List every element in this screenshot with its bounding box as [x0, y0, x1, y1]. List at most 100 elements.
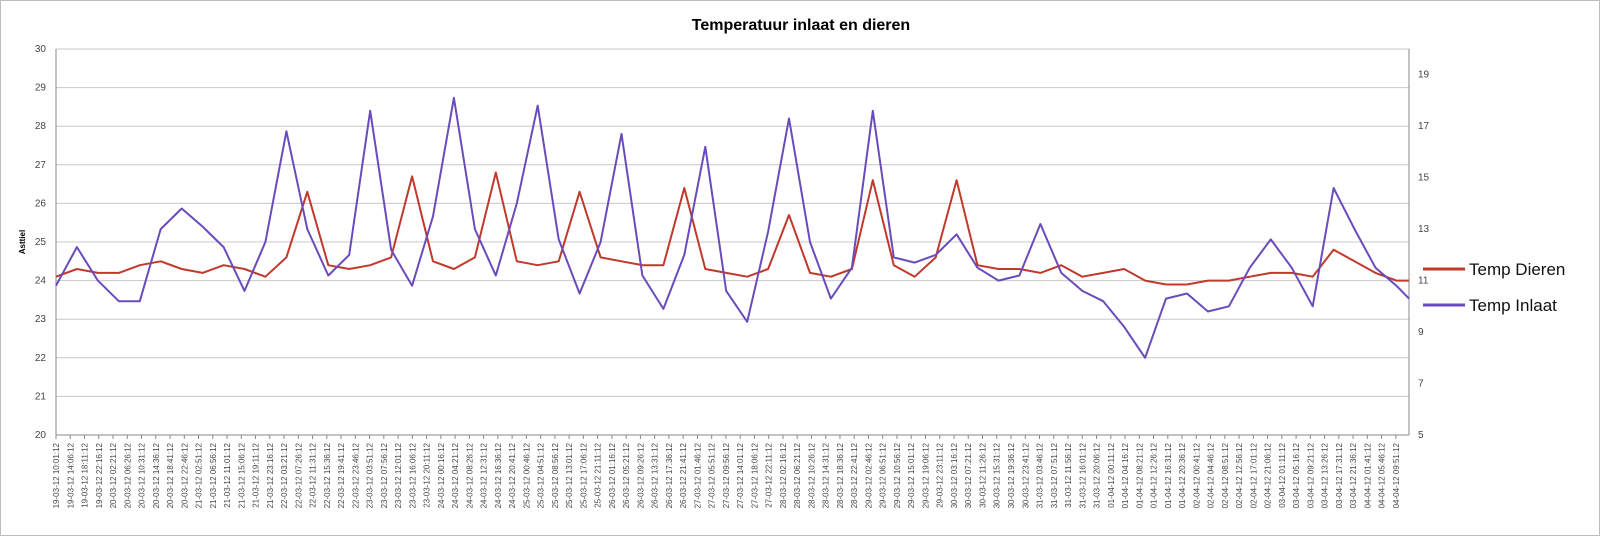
x-tick-label-91: 03-04-12 21:36:12 [1349, 442, 1358, 508]
y-left-tick-label-5: 25 [35, 237, 47, 248]
x-tick-label-21: 22-03-12 23:46:12 [351, 442, 360, 508]
x-tick-label-57: 29-03-12 02:46:12 [864, 442, 873, 508]
y-left-tick-label-0: 20 [35, 430, 47, 441]
x-tick-label-18: 22-03-12 11:31:12 [309, 442, 318, 507]
x-tick-label-52: 28-03-12 06:21:12 [793, 442, 802, 508]
x-tick-label-50: 27-03-12 22:11:12 [765, 442, 774, 507]
y-left-tick-label-3: 23 [35, 314, 47, 325]
x-tick-label-51: 28-03-12 02:16:12 [779, 442, 788, 508]
x-tick-label-64: 30-03-12 07:21:12 [964, 442, 973, 508]
x-tick-label-5: 20-03-12 06:26:12 [123, 442, 132, 508]
x-tick-label-24: 23-03-12 12:01:12 [394, 442, 403, 508]
x-tick-label-93: 04-04-12 05:46:12 [1378, 442, 1387, 508]
x-tick-label-72: 31-03-12 16:01:12 [1078, 442, 1087, 508]
x-tick-label-6: 20-03-12 10:31:12 [138, 442, 147, 508]
x-tick-label-61: 29-03-12 19:06:12 [921, 442, 930, 508]
x-tick-label-22: 23-03-12 03:51:12 [366, 442, 375, 508]
x-tick-label-36: 25-03-12 13:01:12 [565, 442, 574, 508]
x-tick-label-19: 22-03-12 15:36:12 [323, 442, 332, 508]
x-tick-label-60: 29-03-12 15:01:12 [907, 442, 916, 508]
y-left-tick-label-9: 29 [35, 83, 47, 94]
x-tick-label-23: 23-03-12 07:56:12 [380, 442, 389, 508]
x-tick-label-87: 03-04-12 05:16:12 [1292, 442, 1301, 508]
x-tick-label-89: 03-04-12 13:26:12 [1321, 442, 1330, 508]
x-tick-label-88: 03-04-12 09:21:12 [1306, 442, 1315, 508]
x-tick-label-39: 26-03-12 01:16:12 [608, 442, 617, 508]
x-tick-label-29: 24-03-12 08:26:12 [465, 442, 474, 508]
x-tick-label-82: 02-04-12 08:51:12 [1221, 442, 1230, 508]
x-tick-label-9: 20-03-12 22:46:12 [180, 442, 189, 508]
x-tick-label-78: 01-04-12 16:31:12 [1164, 442, 1173, 508]
x-tick-label-45: 27-03-12 01:46:12 [693, 442, 702, 508]
series-line-0 [55, 171, 1409, 286]
x-tick-label-81: 02-04-12 04:46:12 [1207, 442, 1216, 508]
x-tick-label-56: 28-03-12 22:41:12 [850, 442, 859, 508]
x-tick-label-70: 31-03-12 07:51:12 [1050, 442, 1059, 508]
chart-title: Temperatuur inlaat en dieren [692, 17, 910, 34]
x-tick-label-11: 21-03-12 06:56:12 [209, 442, 218, 508]
y-right-tick-label-1: 7 [1418, 379, 1424, 390]
x-tick-label-17: 22-03-12 07:26:12 [294, 442, 303, 508]
y-axis-right-ticks: 5 7 9 11 13 15 17 19 [1418, 70, 1430, 441]
x-tick-label-66: 30-03-12 15:31:12 [993, 442, 1002, 508]
x-tick-label-84: 02-04-12 17:01:12 [1249, 442, 1258, 508]
x-tick-label-15: 21-03-12 23:16:12 [266, 442, 275, 508]
x-tick-label-40: 26-03-12 05:21:12 [622, 442, 631, 508]
x-tick-label-13: 21-03-12 15:06:12 [237, 442, 246, 508]
y-left-tick-label-10: 30 [35, 44, 47, 55]
x-tick-label-54: 28-03-12 14:31:12 [822, 442, 831, 508]
legend-label-0: Temp Dieren [1469, 260, 1565, 279]
y-left-tick-label-4: 24 [35, 276, 47, 287]
x-tick-label-62: 29-03-12 23:11:12 [936, 442, 945, 507]
legend: Temp Dieren Temp Inlaat [1423, 260, 1565, 315]
y-left-tick-label-6: 26 [35, 198, 47, 209]
x-tick-label-63: 30-03-12 03:16:12 [950, 442, 959, 508]
x-tick-label-86: 03-04-12 01:11:12 [1278, 442, 1287, 507]
x-tick-label-76: 01-04-12 08:21:12 [1135, 442, 1144, 508]
y-left-tick-label-8: 28 [35, 121, 47, 132]
x-tick-label-1: 19-03-12 14:06:12 [66, 442, 75, 508]
x-tick-label-20: 22-03-12 19:41:12 [337, 442, 346, 508]
x-tick-label-73: 31-03-12 20:06:12 [1093, 442, 1102, 508]
x-tick-label-3: 19-03-12 22:16:12 [95, 442, 104, 508]
x-tick-label-92: 04-04-12 01:41:12 [1363, 442, 1372, 508]
x-tick-label-10: 21-03-12 02:51:12 [195, 442, 204, 508]
x-tick-label-47: 27-03-12 09:56:12 [722, 442, 731, 508]
x-tick-label-0: 19-03-12 10:01:12 [52, 442, 61, 508]
x-tick-label-58: 29-03-12 06:51:12 [879, 442, 888, 508]
x-tick-label-25: 23-03-12 16:06:12 [408, 442, 417, 508]
x-tick-label-53: 28-03-12 10:26:12 [807, 442, 816, 508]
y-right-tick-label-5: 15 [1418, 173, 1430, 184]
x-tick-label-28: 24-03-12 04:21:12 [451, 442, 460, 508]
y-left-tick-label-7: 27 [35, 160, 47, 171]
y-axis-left-ticks: 20 21 22 23 24 25 26 27 28 29 30 [35, 44, 47, 441]
x-tick-label-48: 27-03-12 14:01:12 [736, 442, 745, 508]
x-axis-ticks: 19-03-12 10:01:12 19-03-12 14:06:12 19-03-… [52, 435, 1401, 508]
x-tick-label-16: 22-03-12 03:21:12 [280, 442, 289, 508]
x-tick-label-34: 25-03-12 04:51:12 [537, 442, 546, 508]
y-axis-title: Asttiel [18, 230, 27, 254]
x-tick-label-55: 28-03-12 18:36:12 [836, 442, 845, 508]
x-tick-label-85: 02-04-12 21:06:12 [1264, 442, 1273, 508]
x-tick-label-90: 03-04-12 17:31:12 [1335, 442, 1344, 508]
legend-label-1: Temp Inlaat [1469, 296, 1557, 315]
x-tick-label-75: 01-04-12 04:16:12 [1121, 442, 1130, 508]
x-tick-label-37: 25-03-12 17:06:12 [579, 442, 588, 508]
x-tick-label-38: 25-03-12 21:11:12 [594, 442, 603, 507]
x-tick-label-14: 21-03-12 19:11:12 [252, 442, 261, 507]
y-right-tick-label-6: 17 [1418, 121, 1430, 132]
y-right-tick-label-7: 19 [1418, 70, 1430, 81]
x-tick-label-12: 21-03-12 11:01:12 [223, 442, 232, 507]
y-right-tick-label-0: 5 [1418, 430, 1424, 441]
x-tick-label-68: 30-03-12 23:41:12 [1021, 442, 1030, 508]
x-tick-label-67: 30-03-12 19:36:12 [1007, 442, 1016, 508]
x-tick-label-43: 26-03-12 17:36:12 [665, 442, 674, 508]
x-tick-label-41: 26-03-12 09:26:12 [636, 442, 645, 508]
axes [55, 49, 1410, 436]
x-tick-label-59: 29-03-12 10:56:12 [893, 442, 902, 508]
x-tick-label-94: 04-04-12 09:51:12 [1392, 442, 1401, 508]
y-right-tick-label-2: 9 [1418, 327, 1424, 338]
x-tick-label-80: 02-04-12 00:41:12 [1192, 442, 1201, 508]
